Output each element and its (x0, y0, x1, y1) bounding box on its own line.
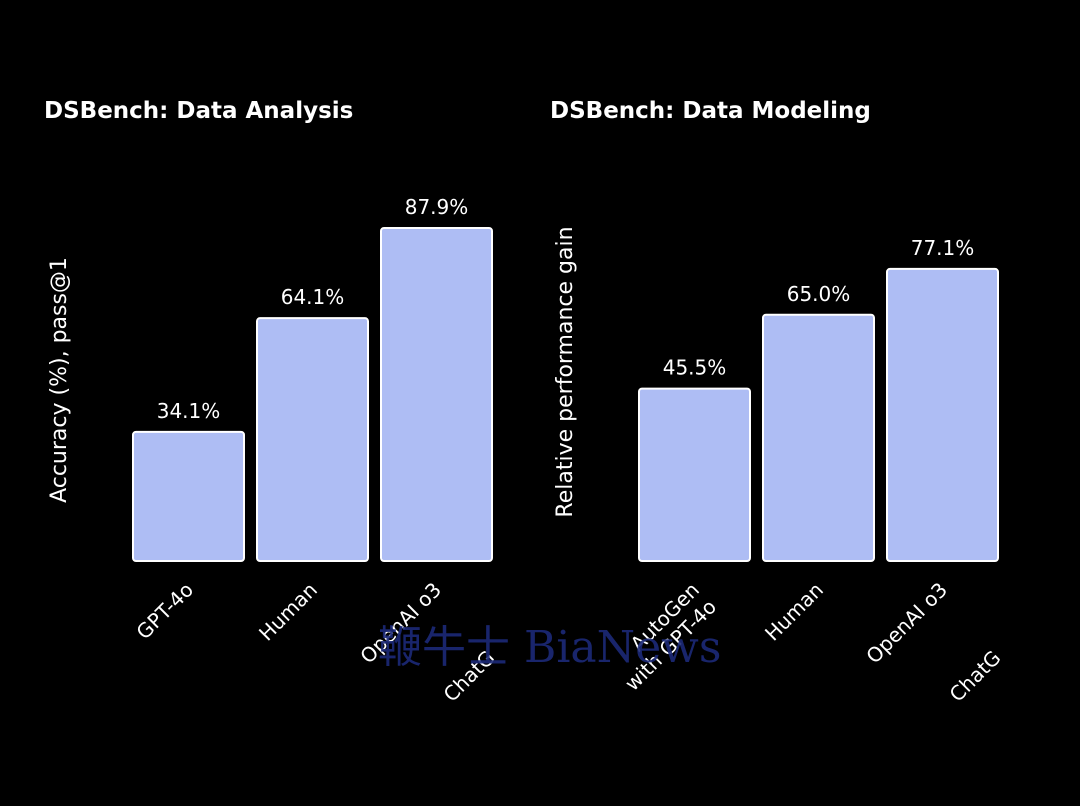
chart-panel-data-analysis: DSBench: Data Analysis Accuracy (%), pass… (44, 98, 500, 707)
data-label: 64.1% (281, 285, 345, 309)
bar-openai-o3 (380, 227, 493, 562)
x-tick-label: Human (254, 578, 322, 646)
data-label: 34.1% (157, 399, 221, 423)
y-axis-label: Relative performance gain (553, 226, 578, 517)
chart-panel-data-modeling: DSBench: Data Modeling Relative performan… (550, 98, 1006, 707)
x-tick-label: GPT-4o (131, 578, 198, 645)
data-label: 45.5% (663, 356, 727, 380)
bar-openai-o3 (886, 267, 999, 562)
x-tick-label: OpenAI o3 (861, 578, 952, 669)
bar-autogen-with-gpt-4o (638, 387, 751, 562)
chart-title: DSBench: Data Modeling (550, 98, 871, 124)
data-label: 77.1% (911, 236, 975, 260)
x-tick-label: Human (760, 578, 828, 646)
bar-gpt-4o (132, 430, 245, 562)
data-label: 65.0% (787, 282, 851, 306)
data-label: 87.9% (405, 195, 469, 219)
bar-human (256, 317, 369, 562)
bar-human (762, 313, 875, 562)
y-axis-label: Accuracy (%), pass@1 (47, 257, 72, 503)
bianews-watermark: 鞭牛士 BiaNews (378, 622, 721, 673)
clipped-tick-label: ChatG (945, 646, 1006, 707)
chart-title: DSBench: Data Analysis (44, 98, 353, 124)
